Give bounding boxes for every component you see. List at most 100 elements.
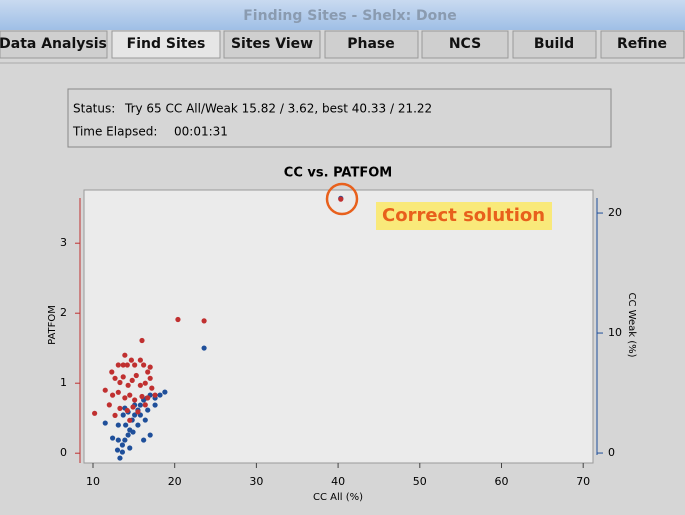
tab-bar: Data Analysis Find Sites Sites View Phas… xyxy=(0,30,685,59)
point xyxy=(147,364,153,370)
tab[interactable] xyxy=(512,30,597,59)
tab-label[interactable]: Phase xyxy=(347,36,395,52)
point xyxy=(106,402,112,408)
point xyxy=(120,412,126,418)
title-bar xyxy=(0,0,685,30)
point xyxy=(119,449,125,455)
tab-label[interactable]: Build xyxy=(534,36,574,52)
point xyxy=(133,372,139,379)
point xyxy=(137,382,143,388)
point xyxy=(92,410,98,416)
window-title: Finding Sites - Shelx: Done xyxy=(243,8,457,24)
point xyxy=(123,422,129,428)
tab[interactable] xyxy=(324,30,419,59)
highlight-circle xyxy=(325,182,359,216)
x-tick-label: 70 xyxy=(576,475,590,488)
point xyxy=(201,318,207,324)
point xyxy=(147,432,153,438)
point xyxy=(102,420,108,426)
point xyxy=(127,392,133,398)
x-tick-label: 10 xyxy=(86,475,100,488)
point xyxy=(109,435,116,441)
point xyxy=(139,393,145,400)
point xyxy=(128,357,134,363)
point xyxy=(142,417,148,423)
point xyxy=(130,429,136,435)
y-tick-label: 3 xyxy=(60,236,67,249)
y2-tick-label: 20 xyxy=(608,206,622,219)
point xyxy=(175,316,181,323)
point xyxy=(201,345,207,351)
tab-label[interactable]: Data Analysis xyxy=(0,36,107,52)
point xyxy=(119,442,125,448)
point xyxy=(114,447,121,453)
tab[interactable] xyxy=(421,30,509,59)
status-text: Try 65 CC All/Weak 15.82 / 3.62, best 40… xyxy=(124,102,432,116)
point xyxy=(132,397,138,403)
tab-label[interactable]: NCS xyxy=(449,36,481,52)
point xyxy=(117,455,123,461)
point xyxy=(122,352,128,358)
point xyxy=(141,362,147,368)
chart-title: CC vs. PATFOM xyxy=(284,166,392,181)
point xyxy=(115,437,121,443)
point xyxy=(147,375,153,381)
time-text: 00:01:31 xyxy=(174,125,228,139)
point xyxy=(152,392,158,398)
point xyxy=(141,437,147,443)
y-tick-label: 1 xyxy=(60,376,67,389)
point xyxy=(142,402,148,408)
tab[interactable] xyxy=(600,30,685,59)
point xyxy=(135,422,141,428)
tab[interactable] xyxy=(0,30,108,59)
tab-label[interactable]: Sites View xyxy=(231,36,313,52)
point xyxy=(162,389,168,395)
point xyxy=(117,379,123,386)
x-tick-label: 20 xyxy=(168,475,182,488)
point xyxy=(338,196,344,202)
point xyxy=(112,375,118,381)
x-tick-label: 50 xyxy=(413,475,427,488)
point xyxy=(122,437,128,443)
y-axis-label: PATFOM xyxy=(47,305,58,345)
point xyxy=(142,380,148,386)
point xyxy=(115,422,121,428)
point xyxy=(122,395,128,401)
tab-label[interactable]: Find Sites xyxy=(127,36,206,52)
point xyxy=(124,407,130,414)
point xyxy=(130,404,136,410)
point xyxy=(132,362,138,368)
point xyxy=(149,385,155,391)
point xyxy=(137,402,143,408)
annotation: Correct solution xyxy=(382,205,545,226)
time-label: Time Elapsed: xyxy=(72,125,157,139)
status-box xyxy=(67,88,612,148)
y2-tick-label: 10 xyxy=(608,326,622,339)
point xyxy=(139,337,145,344)
y2-axis-label: CC Weak (%) xyxy=(626,293,637,358)
tab[interactable] xyxy=(223,30,321,59)
y-tick-label: 2 xyxy=(60,306,67,319)
point xyxy=(157,392,163,398)
point xyxy=(120,374,126,380)
point xyxy=(117,405,123,411)
point xyxy=(112,412,118,418)
tab-active[interactable] xyxy=(111,30,221,59)
point xyxy=(137,357,143,363)
y2-tick-label: 0 xyxy=(608,446,615,459)
point xyxy=(109,369,115,375)
x-tick-label: 60 xyxy=(494,475,508,488)
point xyxy=(125,432,131,438)
x-tick-label: 40 xyxy=(331,475,345,488)
point xyxy=(145,407,151,413)
point xyxy=(124,362,130,368)
point xyxy=(115,362,121,368)
annotation-box xyxy=(376,202,552,230)
point xyxy=(129,377,135,383)
tab-label[interactable]: Refine xyxy=(617,36,667,52)
point xyxy=(135,409,141,415)
x-tick-label: 30 xyxy=(249,475,263,488)
x-axis-label: CC All (%) xyxy=(313,492,363,503)
point xyxy=(102,387,108,393)
